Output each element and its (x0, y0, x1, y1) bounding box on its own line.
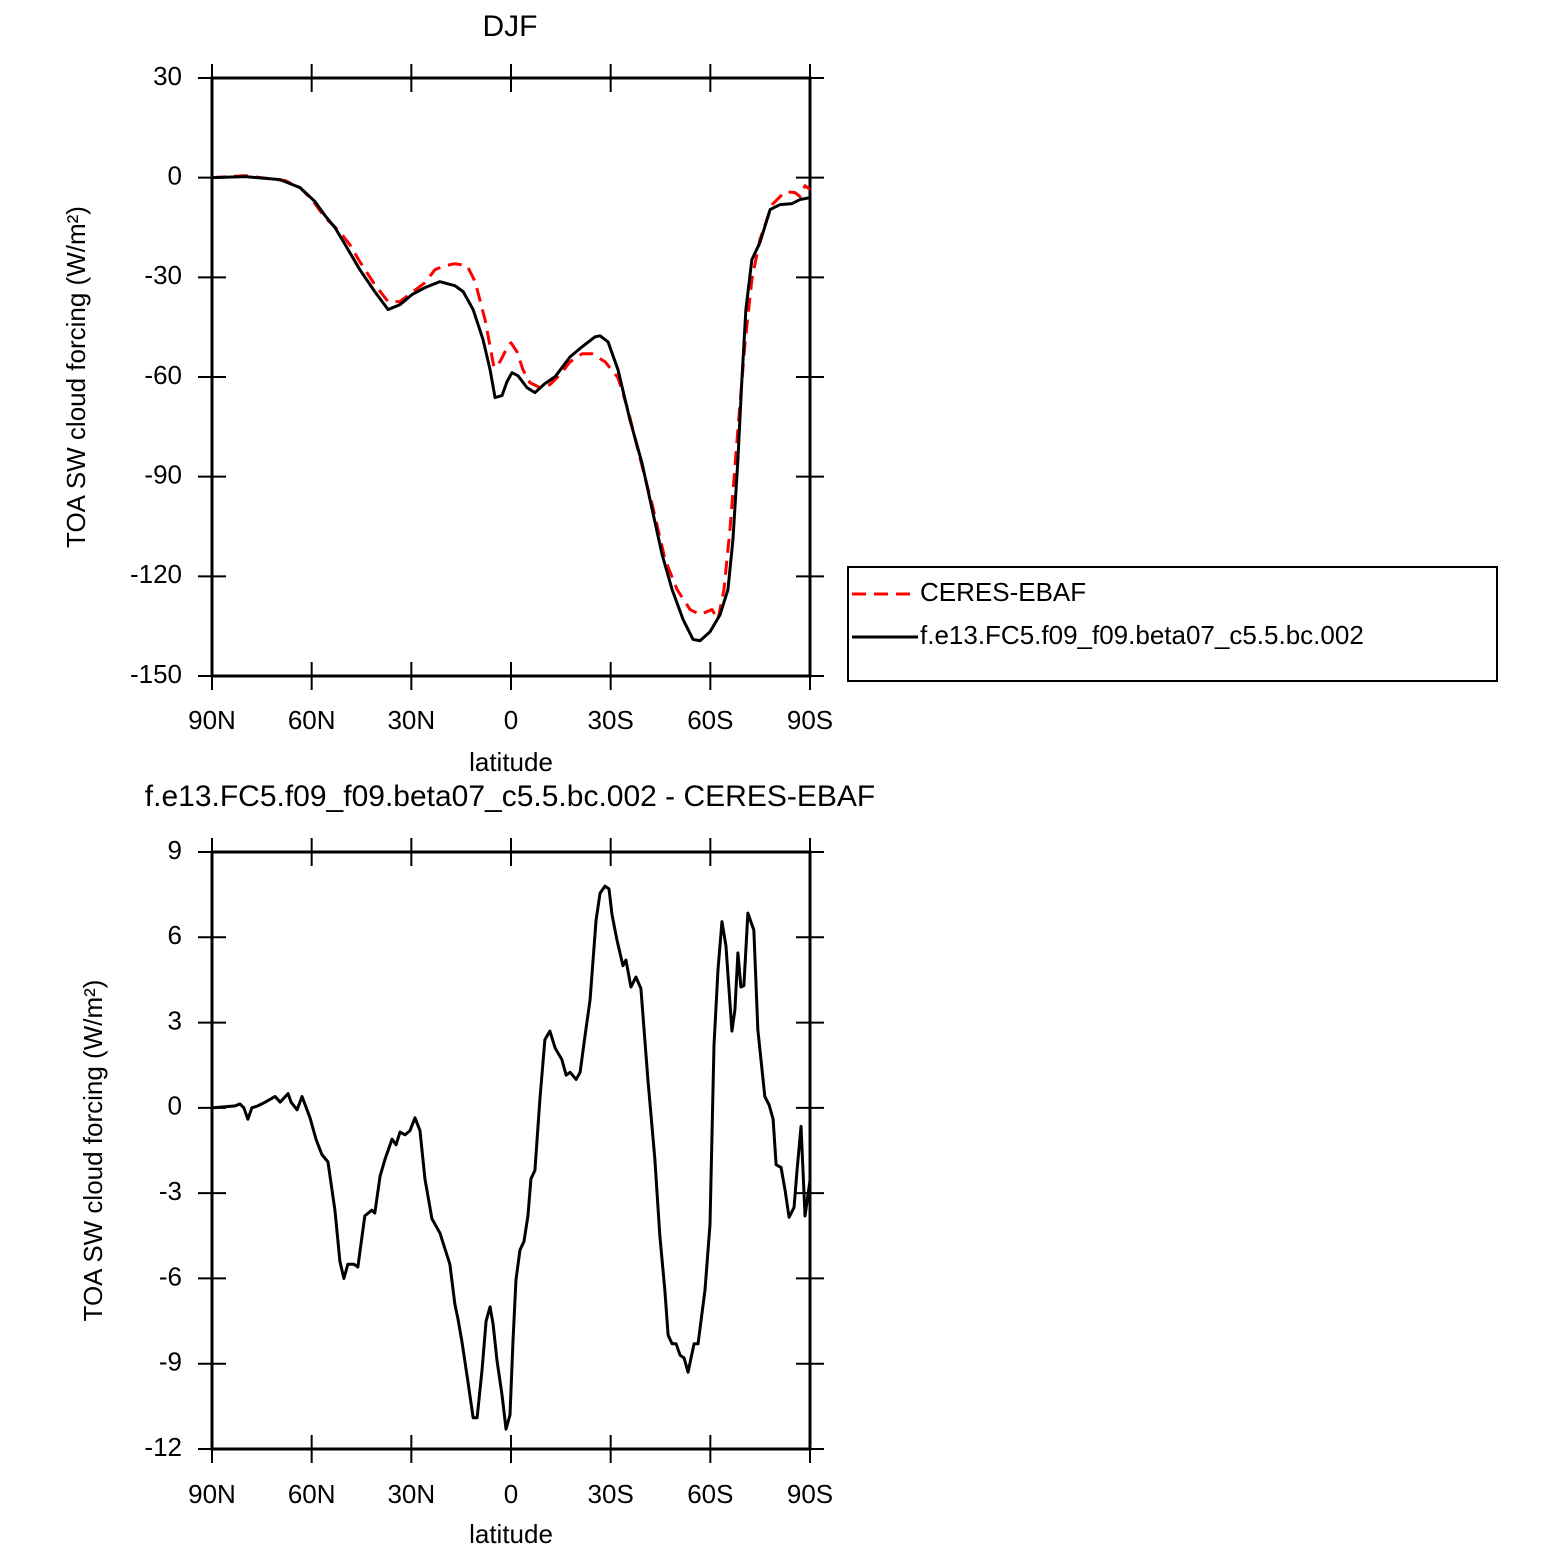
y-tick-label: 0 (168, 161, 182, 191)
x-tick-label: 60S (687, 705, 733, 735)
y-tick-label: 30 (153, 61, 182, 91)
x-tick-label: 90N (188, 1479, 236, 1509)
x-tick-label: 30S (588, 705, 634, 735)
x-tick-label: 90S (787, 1479, 833, 1509)
y-tick-label: -60 (144, 360, 182, 390)
y-tick-label: -9 (159, 1347, 182, 1377)
x-axis-label: latitude (469, 747, 553, 777)
y-tick-label: 9 (168, 835, 182, 865)
chart-title: DJF (483, 10, 538, 43)
legend-label: f.e13.FC5.f09_f09.beta07_c5.5.bc.002 (920, 620, 1364, 650)
y-tick-label: -120 (130, 559, 182, 589)
y-tick-label: 6 (168, 920, 182, 950)
x-axis-label: latitude (469, 1519, 553, 1549)
y-tick-label: -6 (159, 1261, 182, 1291)
y-tick-label: -90 (144, 460, 182, 490)
y-tick-label: -30 (144, 260, 182, 290)
data-line (211, 174, 811, 622)
data-line (211, 884, 812, 1431)
x-tick-label: 60N (288, 1479, 336, 1509)
x-tick-label: 90S (787, 705, 833, 735)
legend-box (847, 566, 1498, 682)
y-tick-label: -150 (130, 659, 182, 689)
x-tick-label: 60S (687, 1479, 733, 1509)
chart-title: f.e13.FC5.f09_f09.beta07_c5.5.bc.002 - C… (145, 780, 875, 813)
x-tick-label: 30S (588, 1479, 634, 1509)
data-line (211, 175, 811, 643)
x-tick-label: 0 (504, 1479, 518, 1509)
y-tick-label: -3 (159, 1176, 182, 1206)
y-tick-label: 3 (168, 1005, 182, 1035)
y-tick-label: -12 (144, 1432, 182, 1462)
y-axis-label: TOA SW cloud forcing (W/m²) (61, 206, 91, 548)
x-tick-label: 60N (288, 705, 336, 735)
y-tick-label: 0 (168, 1091, 182, 1121)
x-tick-label: 0 (504, 705, 518, 735)
y-axis-label: TOA SW cloud forcing (W/m²) (78, 980, 108, 1322)
x-tick-label: 30N (387, 705, 435, 735)
legend-label: CERES-EBAF (920, 577, 1086, 607)
x-tick-label: 90N (188, 705, 236, 735)
x-tick-label: 30N (387, 1479, 435, 1509)
